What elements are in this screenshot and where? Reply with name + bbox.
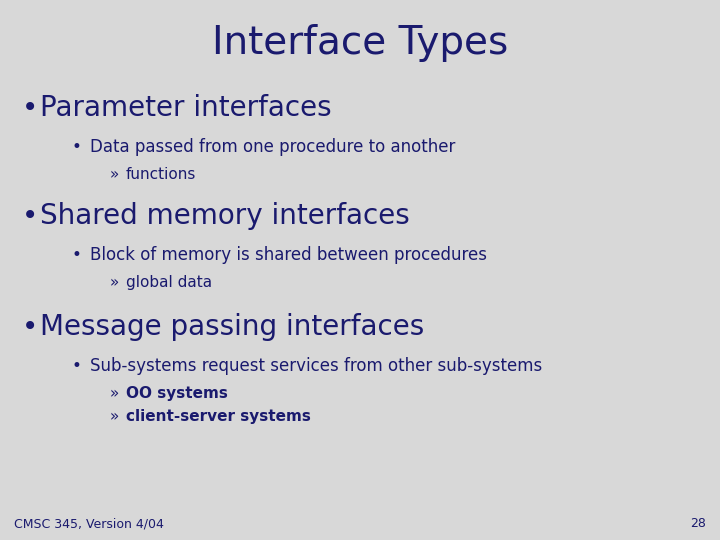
Text: •: •: [22, 313, 38, 341]
Text: Sub-systems request services from other sub-systems: Sub-systems request services from other …: [90, 356, 542, 375]
Text: 28: 28: [690, 517, 706, 530]
Text: Message passing interfaces: Message passing interfaces: [40, 313, 424, 341]
Text: global data: global data: [126, 275, 212, 290]
Text: •: •: [22, 94, 38, 122]
Text: •: •: [72, 138, 82, 156]
Text: »: »: [109, 275, 119, 290]
Text: client-server systems: client-server systems: [126, 409, 311, 424]
Text: functions: functions: [126, 167, 197, 182]
Text: »: »: [109, 167, 119, 182]
Text: Parameter interfaces: Parameter interfaces: [40, 94, 331, 122]
Text: •: •: [72, 356, 82, 375]
Text: Shared memory interfaces: Shared memory interfaces: [40, 202, 410, 230]
Text: Interface Types: Interface Types: [212, 24, 508, 62]
Text: »: »: [109, 386, 119, 401]
Text: Block of memory is shared between procedures: Block of memory is shared between proced…: [90, 246, 487, 264]
Text: •: •: [72, 246, 82, 264]
Text: »: »: [109, 409, 119, 424]
Text: Data passed from one procedure to another: Data passed from one procedure to anothe…: [90, 138, 455, 156]
Text: CMSC 345, Version 4/04: CMSC 345, Version 4/04: [14, 517, 164, 530]
Text: •: •: [22, 202, 38, 230]
Text: OO systems: OO systems: [126, 386, 228, 401]
